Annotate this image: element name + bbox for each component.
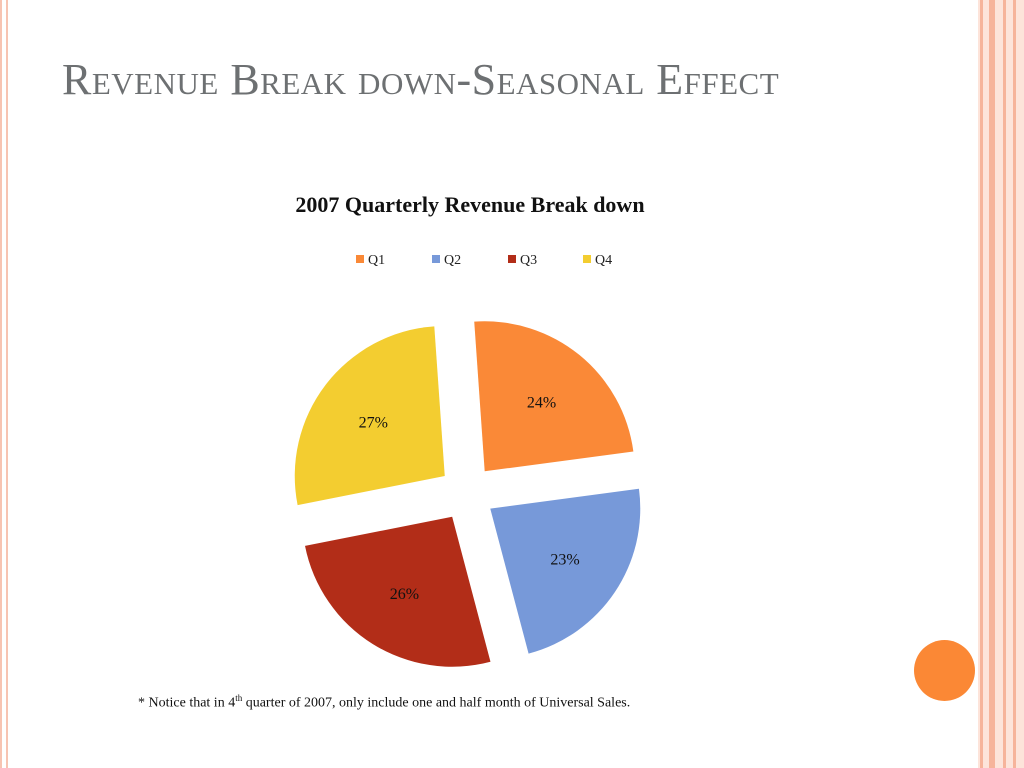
data-label-q2: 23% — [550, 552, 579, 569]
chart-legend: Q1 Q2 Q3 Q4 — [330, 252, 650, 272]
right-stripe — [1003, 0, 1006, 768]
legend-item-q1: Q1 — [356, 252, 385, 270]
decorative-circle — [914, 640, 975, 701]
footnote-superscript: th — [235, 693, 243, 703]
legend-label-q1: Q1 — [368, 253, 386, 268]
left-border-line-inner — [6, 0, 8, 768]
right-stripe — [1013, 0, 1016, 768]
legend-label-q4: Q4 — [595, 253, 613, 268]
chart-title: 2007 Quarterly Revenue Break down — [295, 192, 645, 217]
footnote: * Notice that in 4th quarter of 2007, on… — [138, 688, 838, 714]
right-stripe — [980, 0, 983, 768]
legend-swatch-q3 — [508, 255, 516, 263]
footnote-prefix: * Notice that in 4 — [138, 695, 236, 711]
left-border-line — [0, 0, 2, 768]
pie-slice-q1 — [474, 321, 634, 472]
slide-title: Revenue Break down-Seasonal Effect — [62, 55, 780, 104]
footnote-suffix: quarter of 2007, only include one and ha… — [242, 695, 631, 711]
legend-swatch-q2 — [432, 255, 440, 263]
data-label-q3: 26% — [390, 586, 419, 603]
legend-label-q3: Q3 — [520, 253, 538, 268]
legend-item-q3: Q3 — [508, 252, 537, 270]
right-stripe — [989, 0, 995, 768]
legend-swatch-q1 — [356, 255, 364, 263]
data-label-q4: 27% — [359, 414, 388, 431]
data-label-q1: 24% — [527, 395, 556, 412]
pie-slice-q4 — [294, 326, 445, 506]
legend-label-q2: Q2 — [444, 253, 462, 268]
right-decorative-band — [978, 0, 1024, 768]
pie-slice-q3 — [305, 516, 491, 667]
legend-item-q4: Q4 — [583, 252, 612, 270]
pie-slice-q2 — [490, 488, 641, 654]
legend-swatch-q4 — [583, 255, 591, 263]
legend-item-q2: Q2 — [432, 252, 461, 270]
